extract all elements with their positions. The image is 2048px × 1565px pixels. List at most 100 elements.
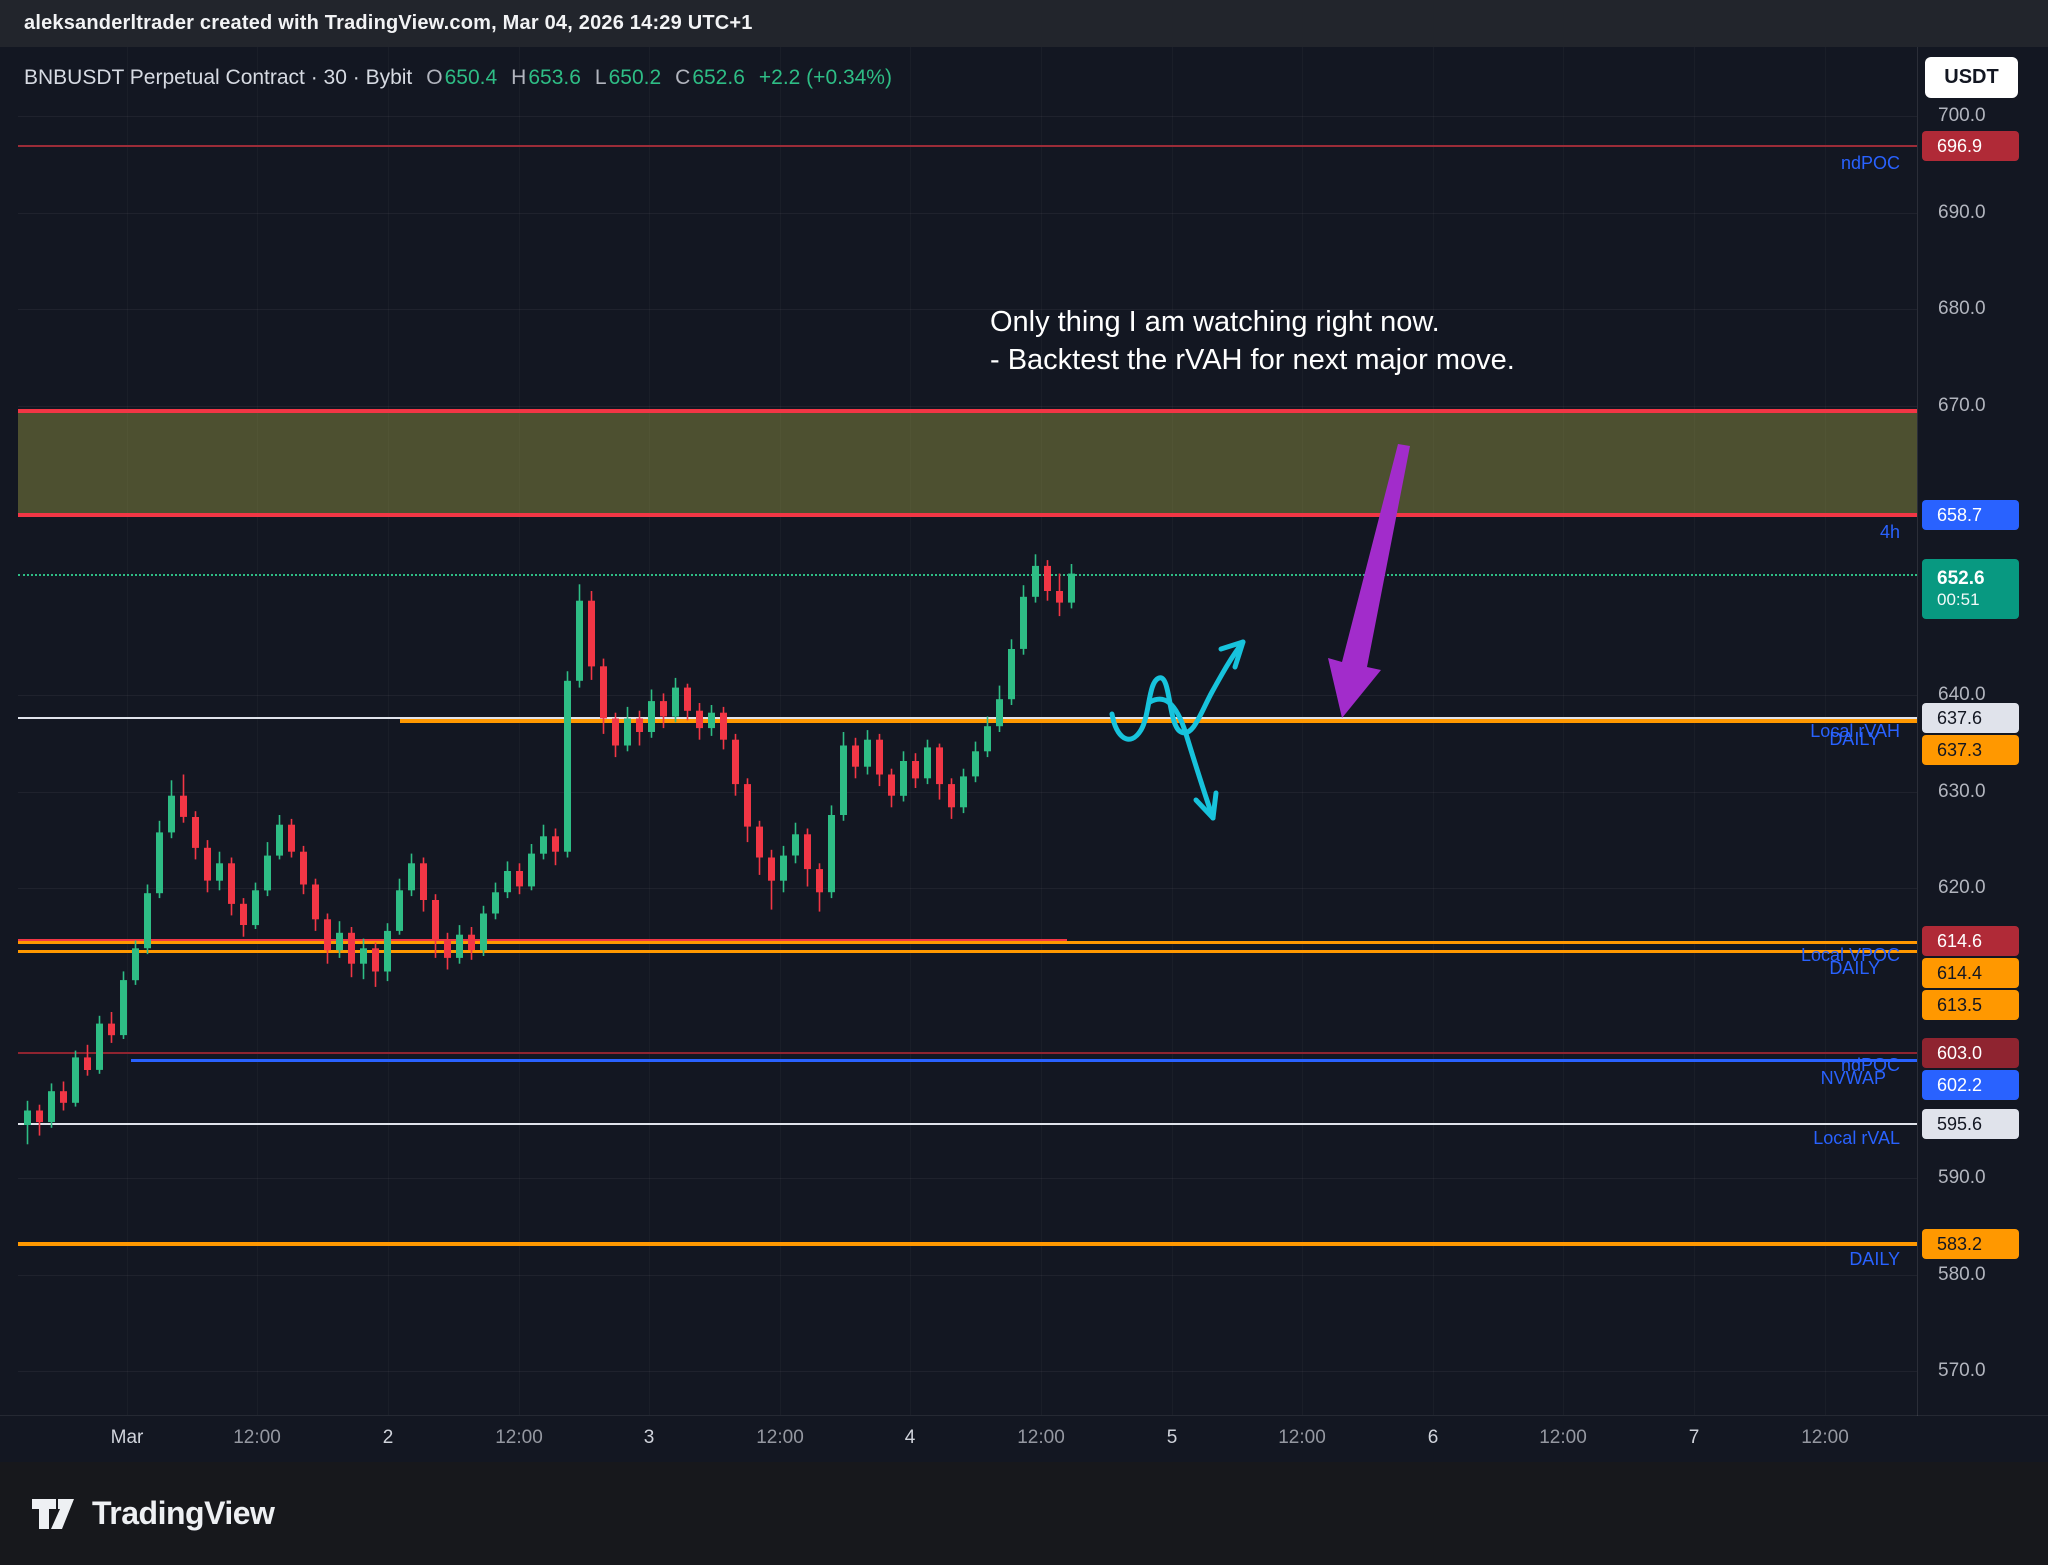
candle-body bbox=[324, 919, 331, 951]
candle-body bbox=[348, 932, 355, 964]
current-price-value: 652.6 bbox=[1937, 567, 1985, 589]
candle-body bbox=[648, 701, 655, 732]
candle-body bbox=[1044, 565, 1051, 591]
candle-body bbox=[72, 1057, 79, 1103]
candle-body bbox=[576, 600, 583, 681]
v-gridline bbox=[1563, 47, 1564, 1415]
candle-body bbox=[1020, 596, 1027, 649]
h-gridline bbox=[18, 116, 1917, 117]
symbol-title[interactable]: BNBUSDT Perpetual Contract · 30 · Bybit bbox=[24, 66, 413, 89]
h-gridline bbox=[18, 1371, 1917, 1373]
candle-body bbox=[252, 890, 259, 926]
level-tag: ndPOC bbox=[1840, 1055, 1900, 1075]
time-tick-label: 12:00 bbox=[756, 1427, 804, 1448]
time-tick-label: 12:00 bbox=[233, 1427, 281, 1448]
candle-body bbox=[612, 718, 619, 746]
price-tick-label: 680.0 bbox=[1938, 298, 1986, 320]
time-tick-label: 2 bbox=[382, 1427, 394, 1448]
candle-body bbox=[816, 869, 823, 893]
ohlc-close-value: 652.6 bbox=[692, 66, 745, 89]
tradingview-wordmark[interactable]: TradingView bbox=[92, 1495, 275, 1531]
price-level-line bbox=[400, 719, 1917, 724]
supply-zone-band[interactable] bbox=[18, 411, 1917, 514]
currency-toggle-button[interactable]: USDT bbox=[1925, 57, 2018, 98]
price-tick-label: 690.0 bbox=[1938, 201, 1986, 223]
candle-body bbox=[108, 1023, 115, 1036]
candle-body bbox=[744, 784, 751, 827]
candle-body bbox=[804, 834, 811, 870]
time-tick-label: 5 bbox=[1166, 1427, 1178, 1448]
ohlc-close-label: C bbox=[675, 66, 691, 89]
v-gridline bbox=[127, 47, 128, 1415]
candle-body bbox=[528, 853, 535, 887]
cyan-squiggle-up-arrow-icon[interactable] bbox=[1109, 639, 1246, 742]
candle-body bbox=[672, 687, 679, 717]
candle-body bbox=[684, 687, 691, 711]
cyan-sketch-drawing[interactable] bbox=[1109, 639, 1246, 821]
chart-note-text[interactable]: Only thing I am watching right now. - Ba… bbox=[990, 303, 1515, 379]
h-gridline bbox=[18, 791, 1917, 793]
time-tick-label: 3 bbox=[643, 1427, 655, 1448]
level-tag: DAILY bbox=[1829, 729, 1880, 749]
v-gridline bbox=[257, 47, 258, 1415]
time-tick-label: 4 bbox=[904, 1427, 916, 1448]
price-level-line bbox=[18, 717, 1917, 720]
v-gridline bbox=[519, 47, 520, 1415]
level-tag: ndPOC bbox=[1840, 153, 1900, 173]
candle-body bbox=[912, 761, 919, 779]
price-tick-label: 670.0 bbox=[1938, 394, 1986, 416]
v-gridline bbox=[1302, 47, 1303, 1415]
candle-body bbox=[24, 1110, 31, 1125]
candle-body bbox=[204, 847, 211, 881]
ohlc-low-label: L bbox=[594, 66, 607, 89]
candle-body bbox=[48, 1091, 55, 1123]
price-tick-label: 630.0 bbox=[1938, 780, 1986, 802]
tradingview-logo-icon[interactable] bbox=[30, 1495, 76, 1533]
candle-body bbox=[264, 855, 271, 891]
footer-bar: TradingView bbox=[0, 1462, 2048, 1565]
candle-body bbox=[588, 600, 595, 667]
ohlc-open: O 650.4 bbox=[426, 66, 497, 90]
price-level-label: 583.2 bbox=[1922, 1228, 2019, 1259]
cyan-down-arrow-icon[interactable] bbox=[1147, 696, 1216, 821]
candle-body bbox=[144, 893, 151, 949]
candle-body bbox=[864, 739, 871, 767]
price-tick-label: 700.0 bbox=[1938, 105, 1986, 126]
time-axis[interactable]: Mar 12:00 2 12:00 3 12:00 4 12:00 5 12:00 6 12:00 7 1… bbox=[0, 1415, 2048, 1462]
candle-body bbox=[900, 761, 907, 796]
price-level-line bbox=[18, 144, 1917, 147]
candle-body bbox=[1056, 591, 1063, 603]
v-gridline bbox=[1433, 47, 1434, 1415]
candle-body bbox=[540, 836, 547, 854]
candle-body bbox=[432, 900, 439, 941]
candle-body bbox=[660, 701, 667, 717]
time-tick-label: Mar bbox=[110, 1427, 144, 1448]
candle-body bbox=[480, 913, 487, 951]
candle-body bbox=[228, 863, 235, 904]
price-level-line bbox=[131, 1058, 1917, 1062]
candle-body bbox=[192, 817, 199, 848]
price-axis-border bbox=[1917, 47, 1918, 1416]
price-level-label: 613.5 bbox=[1922, 989, 2019, 1020]
time-tick-label: 12:00 bbox=[1539, 1427, 1587, 1448]
price-level-label: 614.4 bbox=[1922, 957, 2019, 988]
v-gridline bbox=[910, 47, 911, 1415]
v-gridline bbox=[780, 47, 781, 1415]
symbol-legend[interactable]: BNBUSDT Perpetual Contract · 30 · Bybit … bbox=[24, 66, 892, 90]
price-level-label: 603.0 bbox=[1922, 1037, 2019, 1068]
time-tick-label: 6 bbox=[1427, 1427, 1439, 1448]
candle-body bbox=[276, 824, 283, 856]
h-gridline bbox=[18, 212, 1917, 214]
price-level-label: 637.6 bbox=[1922, 703, 2019, 734]
candle-body bbox=[168, 795, 175, 833]
h-gridline bbox=[18, 1274, 1917, 1276]
price-level-label: 602.2 bbox=[1922, 1069, 2019, 1100]
candle-body bbox=[456, 934, 463, 958]
candle-body bbox=[828, 815, 835, 893]
ohlc-low-value: 650.2 bbox=[608, 66, 662, 89]
candle-body bbox=[84, 1057, 91, 1070]
